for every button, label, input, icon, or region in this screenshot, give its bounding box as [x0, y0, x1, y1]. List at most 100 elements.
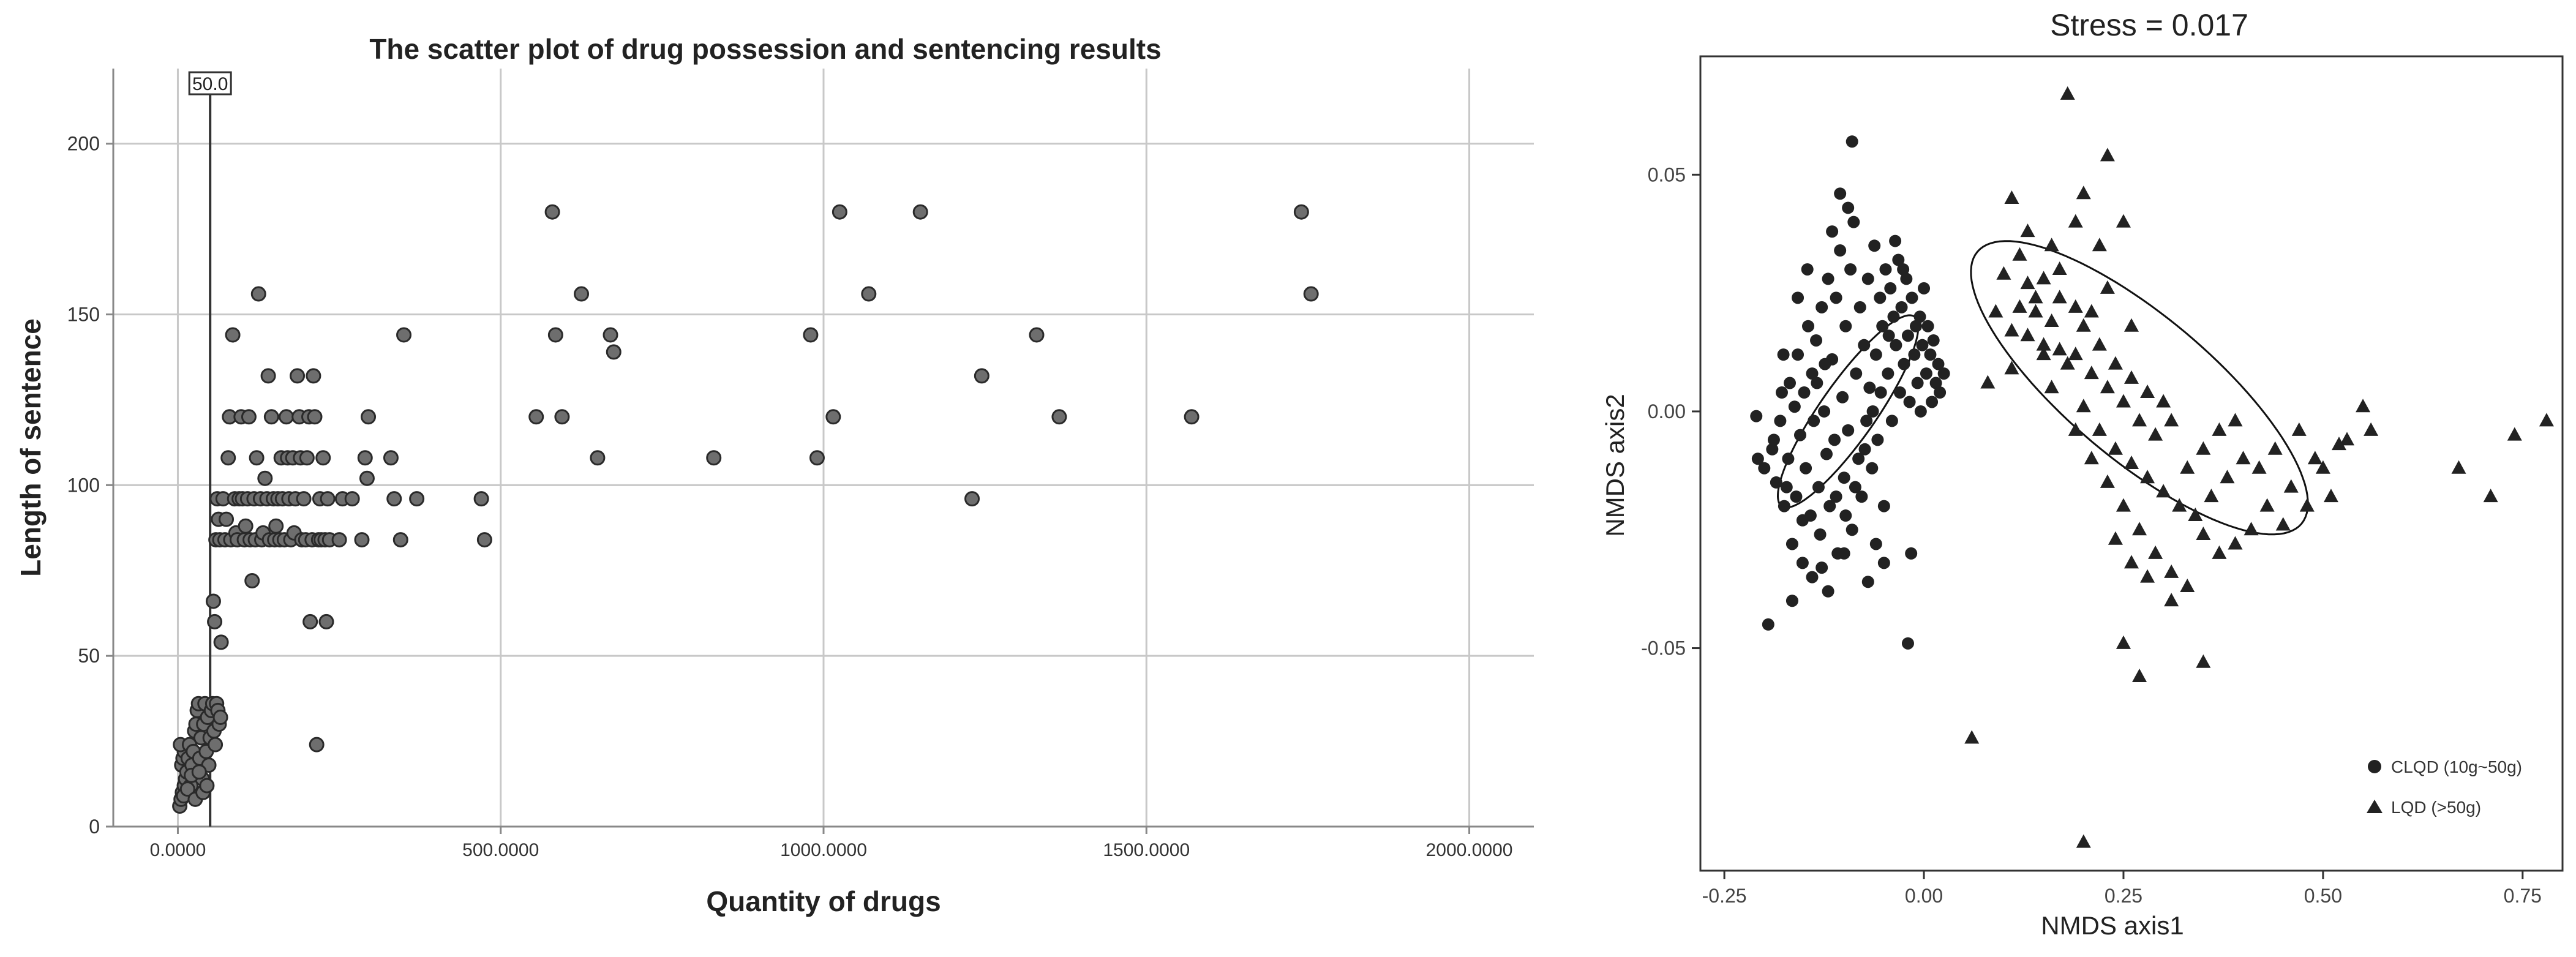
- clqd-data-point: [1901, 329, 1914, 342]
- lqd-data-point: [2076, 834, 2091, 848]
- legend-triangle-icon: [2367, 800, 2383, 813]
- lqd-data-point: [2076, 186, 2091, 200]
- clqd-data-point: [1780, 481, 1793, 494]
- clqd-data-point: [1929, 377, 1942, 389]
- lqd-data-point: [2164, 593, 2179, 607]
- clqd-data-point: [1869, 538, 1882, 550]
- left-data-point: [257, 470, 273, 486]
- clqd-data-point: [1853, 301, 1866, 313]
- lqd-data-point: [2020, 223, 2035, 238]
- clqd-data-point: [1895, 301, 1908, 313]
- clqd-data-point: [1910, 320, 1922, 332]
- clqd-data-point: [1784, 377, 1797, 389]
- lqd-data-point: [2275, 517, 2291, 531]
- lqd-data-point: [2068, 422, 2083, 436]
- clqd-data-point: [1879, 263, 1892, 276]
- clqd-data-point: [1834, 244, 1847, 257]
- lqd-data-point: [2132, 413, 2147, 427]
- lqd-data-point: [2052, 342, 2067, 356]
- left-data-point: [318, 614, 334, 629]
- lqd-data-point: [2068, 214, 2083, 228]
- left-data-point: [544, 204, 560, 220]
- legend-circle-icon: [2368, 760, 2381, 773]
- left-chart-title: The scatter plot of drug possession and …: [369, 33, 1161, 65]
- left-data-point: [359, 470, 375, 486]
- reference-label: 50.0: [192, 74, 228, 94]
- lqd-data-point: [2108, 441, 2123, 455]
- lqd-data-point: [2148, 545, 2163, 559]
- clqd-data-point: [1823, 500, 1836, 512]
- clqd-data-point: [1901, 637, 1914, 650]
- clqd-data-point: [1924, 348, 1937, 361]
- left-data-point: [386, 491, 402, 507]
- left-data-point: [964, 491, 980, 507]
- right-x-tick-label-2: 0.25: [2105, 885, 2142, 907]
- clqd-data-point: [1750, 410, 1763, 422]
- left-data-point: [306, 368, 321, 384]
- clqd-data-point: [1893, 386, 1906, 399]
- right-x-tick-label-1: 0.00: [1905, 885, 1943, 907]
- nmds-ordination-chart: Stress = 0.017 -0.25 0.00 0.25 0.50 0.75 -0.…: [1601, 8, 2564, 940]
- clqd-data-point: [1874, 386, 1887, 399]
- clqd-data-point: [1820, 448, 1833, 460]
- clqd-data-point: [1822, 272, 1834, 285]
- left-data-point: [1184, 409, 1200, 425]
- lqd-data-point: [2172, 498, 2187, 512]
- lqd-data-point: [2204, 489, 2219, 503]
- clqd-data-point: [1858, 339, 1871, 351]
- clqd-data-point: [1839, 320, 1852, 332]
- left-data-point: [331, 532, 347, 548]
- left-y-axis-label: Length of sentence: [15, 318, 47, 577]
- clqd-data-point: [1863, 381, 1876, 394]
- lqd-data-point: [2116, 394, 2131, 408]
- left-data-point: [832, 204, 847, 220]
- lqd-data-point: [2364, 422, 2379, 436]
- lqd-data-point: [2228, 413, 2243, 427]
- clqd-data-point: [1932, 358, 1945, 370]
- left-data-point: [191, 764, 207, 780]
- lqd-data-point: [2196, 441, 2211, 455]
- sentencing-scatter-chart: The scatter plot of drug possession and …: [15, 33, 1534, 917]
- lqd-data-point: [2060, 356, 2075, 370]
- lqd-data-point: [2267, 441, 2283, 455]
- clqd-data-point: [1777, 348, 1790, 361]
- clqd-data-point: [1897, 263, 1910, 276]
- clqd-data-point: [1814, 528, 1827, 541]
- lqd-data-point: [2092, 422, 2107, 436]
- lqd-data-point: [2132, 522, 2147, 536]
- clqd-data-point: [1913, 310, 1926, 323]
- clqd-data-point: [1908, 348, 1921, 361]
- left-data-point: [606, 344, 621, 360]
- left-data-point: [1303, 286, 1319, 302]
- left-data-point: [241, 409, 257, 425]
- lqd-data-point: [2539, 413, 2554, 427]
- right-y-axis-label: NMDS axis2: [1601, 394, 1629, 536]
- left-data-point: [320, 491, 336, 507]
- clqd-data-point: [1846, 135, 1858, 148]
- legend-label-lqd: LQD (>50g): [2391, 798, 2481, 817]
- lqd-data-point: [2084, 366, 2099, 380]
- right-y-tick-label-2: 0.05: [1648, 163, 1686, 186]
- lqd-data-point: [2140, 470, 2155, 484]
- lqd-data-point: [2156, 394, 2171, 408]
- clqd-data-point: [1926, 396, 1939, 408]
- left-data-point: [250, 286, 266, 302]
- left-data-point: [974, 368, 989, 384]
- clqd-data-point: [1836, 391, 1849, 403]
- lqd-data-point: [1964, 730, 1980, 744]
- lqd-data-point: [2220, 470, 2235, 484]
- clqd-data-point: [1822, 585, 1834, 598]
- clqd-data-point: [1811, 377, 1823, 389]
- lqd-data-point: [2483, 489, 2498, 503]
- clqd-data-point: [1796, 557, 1809, 569]
- left-data-point: [554, 409, 570, 425]
- lqd-data-point: [2116, 498, 2131, 512]
- lqd-data-point: [1996, 266, 2011, 280]
- clqd-data-point: [1788, 400, 1801, 413]
- left-y-tick-label-0: 0: [89, 816, 100, 838]
- clqd-data-point: [1934, 386, 1947, 399]
- clqd-data-point: [1918, 282, 1931, 295]
- lqd-data-point: [2124, 318, 2139, 332]
- lqd-data-point: [2004, 190, 2019, 204]
- right-x-ticks: -0.25 0.00 0.25 0.50 0.75: [1702, 871, 2542, 907]
